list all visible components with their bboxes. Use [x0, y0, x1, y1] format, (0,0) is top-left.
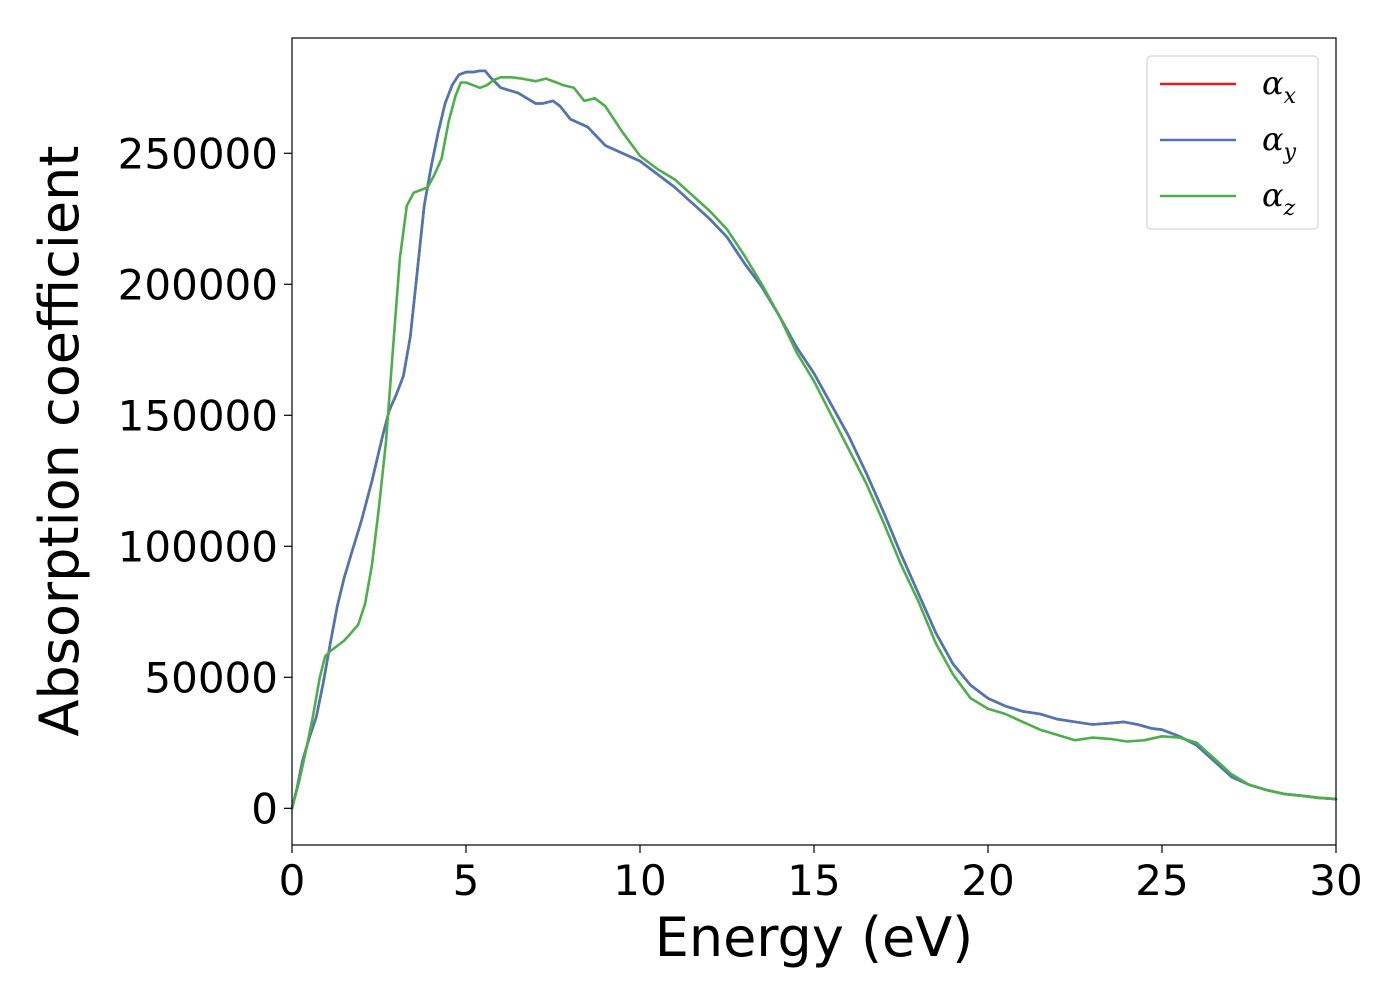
- legend-subscript: z: [1283, 196, 1296, 221]
- legend-box: [1146, 55, 1319, 230]
- x-tick-label: 0: [279, 856, 306, 905]
- series-line-alpha-z: [290, 76, 1338, 810]
- series-layer: [290, 69, 1338, 810]
- series-line-alpha-y: [290, 69, 1338, 810]
- x-axis-ticks: 0 5 10 15 20 25 30: [279, 845, 1363, 905]
- legend-subscript: y: [1283, 140, 1297, 165]
- x-tick-label: 15: [787, 856, 840, 905]
- y-axis-ticks: 0 50000 100000 150000 200000 250000: [118, 129, 292, 833]
- y-tick-label: 50000: [144, 653, 278, 702]
- x-tick-label: 30: [1309, 856, 1362, 905]
- x-tick-label: 10: [613, 856, 666, 905]
- y-axis-title: Absorption coefficient: [28, 146, 91, 737]
- y-tick-label: 100000: [118, 522, 278, 571]
- x-tick-label: 25: [1135, 856, 1188, 905]
- y-tick-label: 200000: [118, 260, 278, 309]
- y-tick-label: 250000: [118, 129, 278, 178]
- x-axis-title: Energy (eV): [655, 906, 974, 969]
- y-tick-label: 0: [251, 784, 278, 833]
- legend-subscript: x: [1284, 84, 1297, 109]
- y-tick-label: 150000: [118, 391, 278, 440]
- x-tick-label: 5: [453, 856, 480, 905]
- x-tick-label: 20: [961, 856, 1014, 905]
